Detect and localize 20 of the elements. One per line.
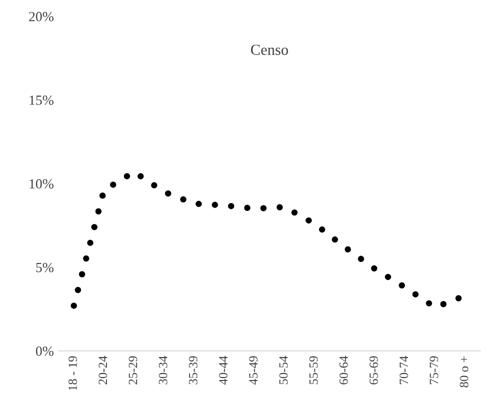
y-tick-label: 5% [36, 262, 54, 272]
x-tick-label: 65-69 [370, 356, 378, 384]
x-tick-label: 20-24 [98, 356, 108, 384]
x-tick-label: 70-74 [400, 356, 408, 384]
x-tick-label: 40-44 [219, 356, 228, 385]
y-tick-label: 0% [36, 346, 54, 356]
y-tick-label: 20% [29, 12, 54, 22]
x-tick-label: 55-59 [309, 356, 318, 384]
x-tick-label: 35-39 [188, 356, 198, 384]
x-tick-label: 60-64 [339, 356, 348, 384]
x-tick-label: 25-29 [128, 356, 138, 384]
x-tick-label: 80 o + [460, 356, 468, 388]
y-tick-label: 15% [30, 96, 54, 105]
x-tick-label: 18 - 19 [68, 356, 77, 390]
x-tick-label: 50-54 [279, 356, 288, 384]
text: Censo [251, 44, 288, 55]
x-tick-label: 75-79 [430, 356, 438, 384]
y-tick-label: 10% [30, 179, 54, 189]
x-tick-label: 30-34 [158, 356, 168, 384]
x-tick-label: 45-49 [249, 356, 258, 385]
